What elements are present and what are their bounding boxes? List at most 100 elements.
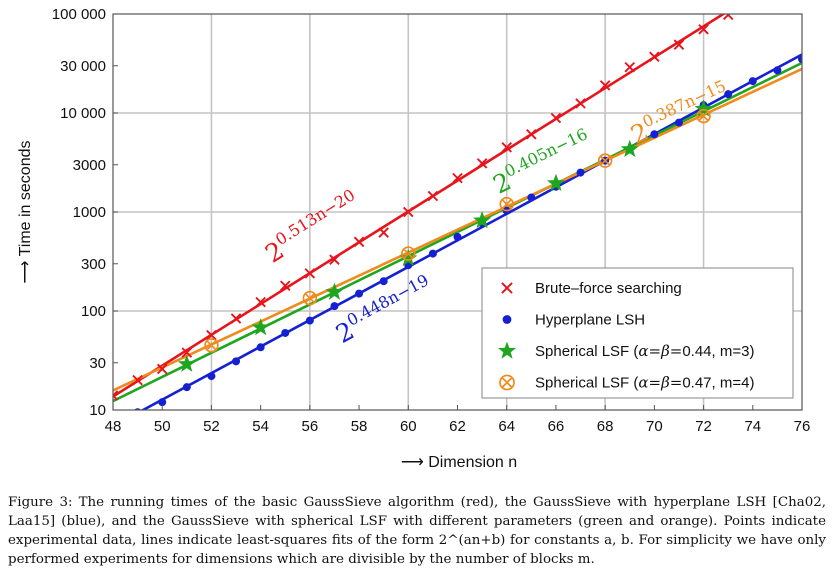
axis-ticks: 48 50 52 54 56 58 60 62 64 66 68 70 72 74 76 10 30 100 300… [52,6,811,435]
data-point-series-0 [113,390,119,401]
data-point-series-1 [674,118,683,127]
legend-label-3: Spherical LSF (α=β=0.47, m=4) [535,374,754,392]
y-tick-label: 100 000 [52,6,106,23]
data-point-series-0 [353,236,365,248]
data-point-series-2 [694,99,713,117]
data-point-series-0 [476,158,488,169]
data-point-series-1 [428,249,437,258]
data-point-series-2 [473,211,492,229]
x-axis-label: ⟶ Dimension n [401,454,517,471]
data-point-series-1 [355,289,364,298]
x-tick-label: 70 [646,418,663,435]
data-point-series-0 [649,51,660,63]
data-point-series-3 [597,153,613,168]
x-tick-label: 48 [105,418,122,435]
x-tick-label: 74 [744,418,761,435]
legend-marker-3 [499,374,515,391]
x-tick-label: 60 [400,418,417,435]
data-point-series-1 [256,343,265,352]
data-point-series-3 [401,246,416,261]
data-point-series-3 [696,108,711,124]
data-point-series-0 [230,313,242,324]
y-tick-label: 10 [89,402,106,419]
data-point-series-2 [399,248,418,267]
legend-marker-0 [501,282,513,294]
data-point-series-0 [427,190,439,202]
data-point-series-1 [724,90,733,99]
data-point-series-0 [599,80,611,91]
data-point-series-1 [576,168,585,177]
data-point-series-0 [255,296,266,308]
data-point-series-2 [546,173,565,191]
y-tick-label: 1000 [73,204,106,221]
data-point-series-1 [305,316,314,325]
x-tick-label: 56 [302,418,319,435]
data-point-series-3 [499,196,514,212]
legend-label-2: Spherical LSF (α=β=0.44, m=3) [535,342,754,360]
data-point-series-0 [181,347,193,358]
legend-label-1: Hyperplane LSH [535,312,645,329]
data-point-series-2 [251,318,270,336]
data-point-series-1 [773,66,782,75]
fit-line-series-3 [113,67,802,392]
data-point-series-1 [182,383,191,392]
x-tick-label: 66 [548,418,565,435]
data-point-series-0 [329,254,340,265]
data-point-series-1 [798,55,802,64]
data-point-series-0 [501,142,512,153]
data-point-series-2 [177,354,196,372]
data-point-series-0 [550,112,562,124]
legend-box [481,267,794,399]
legend-marker-2 [497,341,517,359]
x-tick-label: 50 [154,418,171,435]
y-tick-label: 10 000 [60,105,106,122]
legend-label-0: Brute–force searching [535,280,682,297]
x-tick-label: 54 [252,418,269,435]
x-tick-label: 76 [794,418,811,435]
data-point-series-2 [620,139,639,157]
data-point-series-0 [206,329,217,341]
data-point-series-0 [132,374,143,386]
x-tick-label: 52 [203,418,220,435]
data-point-series-1 [527,193,536,202]
data-point-series-0 [698,24,709,35]
data-point-series-0 [304,268,316,279]
y-tick-label: 30 [89,355,106,372]
data-point-series-0 [378,227,389,238]
data-point-series-1 [281,328,290,337]
x-tick-label: 72 [695,418,712,435]
data-point-series-0 [673,39,685,50]
data-point-series-1 [650,130,659,139]
data-point-series-1 [207,372,216,381]
data-point-series-0 [279,280,291,291]
data-point-series-0 [156,363,168,375]
data-point-series-0 [722,14,734,21]
fit-line-series-0 [113,14,726,398]
data-point-series-0 [452,172,463,184]
caption-label: Figure 3: [8,495,73,510]
x-tick-label: 58 [351,418,368,435]
data-point-series-2 [325,282,344,300]
y-axis-label: ⟶ Time in seconds [17,141,34,284]
running-time-chart: 20.513n−2020.448n−1920.387n−1520.405n−16… [17,6,811,471]
legend-marker-1 [502,315,512,324]
data-point-series-3 [302,290,318,306]
data-point-series-1 [453,232,462,241]
y-tick-label: 300 [81,256,106,273]
data-point-series-0 [624,61,636,73]
data-point-series-0 [403,206,414,218]
data-point-series-1 [158,398,167,407]
data-point-series-1 [748,77,757,86]
y-tick-label: 30 000 [60,58,106,75]
fit-line-series-2 [113,61,802,403]
legend: Brute–force searching Hyperplane LSH Spher… [481,267,794,399]
y-tick-label: 3000 [73,157,106,174]
data-points [113,14,802,410]
figure-caption: Figure 3: The running times of the basic … [8,493,826,569]
x-tick-label: 68 [597,418,614,435]
y-tick-label: 100 [81,303,106,320]
data-point-series-1 [232,357,241,366]
data-point-series-1 [330,302,339,311]
x-tick-label: 64 [498,418,515,435]
data-point-series-1 [379,277,388,286]
